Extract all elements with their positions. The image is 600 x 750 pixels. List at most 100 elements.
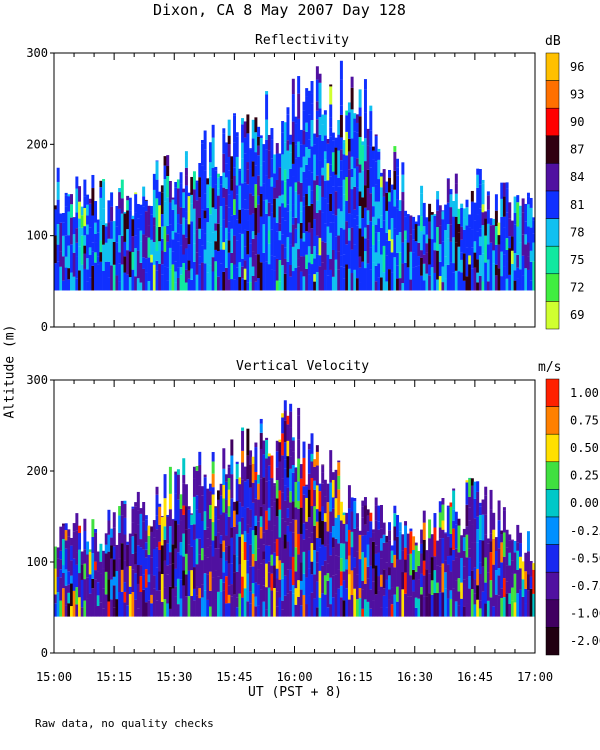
heatmap-cell: [430, 214, 434, 240]
heatmap-cell: [457, 246, 461, 272]
heatmap-cell: [468, 264, 472, 291]
heatmap-cell: [195, 465, 199, 471]
heatmap-cell: [214, 570, 218, 600]
heatmap-cell: [249, 450, 253, 465]
heatmap-cell: [254, 447, 258, 472]
heatmap-cell: [80, 564, 84, 580]
heatmap-cell: [275, 258, 279, 281]
heatmap-cell: [468, 507, 472, 521]
heatmap-cell: [291, 94, 295, 104]
heatmap-cell: [198, 218, 202, 229]
heatmap-cell: [350, 138, 354, 157]
heatmap-cell: [160, 517, 164, 546]
heatmap-cell: [219, 557, 223, 580]
heatmap-cell: [249, 566, 253, 592]
heatmap-cell: [286, 477, 290, 488]
heatmap-cell: [361, 236, 365, 262]
heatmap-cell: [78, 218, 82, 228]
heatmap-cell: [505, 547, 509, 566]
heatmap-cell: [518, 568, 522, 590]
heatmap-cell: [56, 181, 60, 200]
heatmap-cell: [152, 217, 156, 226]
heatmap-cell: [478, 228, 482, 237]
heatmap-cell: [291, 472, 295, 502]
heatmap-cell: [219, 249, 223, 264]
heatmap-cell: [136, 491, 140, 511]
heatmap-cell: [251, 138, 255, 162]
heatmap-cell: [310, 81, 314, 94]
heatmap-cell: [166, 166, 170, 177]
heatmap-cell: [318, 82, 322, 109]
heatmap-cell: [492, 512, 496, 530]
heatmap-cell: [243, 541, 247, 560]
heatmap-cell: [163, 211, 167, 227]
heatmap-cell: [478, 562, 482, 574]
heatmap-cell: [363, 251, 367, 269]
heatmap-cell: [184, 151, 188, 156]
x-tick-label: 15:45: [216, 670, 252, 684]
heatmap-cell: [107, 534, 111, 552]
heatmap-cell: [118, 235, 122, 253]
heatmap-cell: [513, 196, 517, 213]
heatmap-cell: [289, 186, 293, 211]
heatmap-cell: [355, 551, 359, 575]
heatmap-cell: [358, 89, 362, 108]
heatmap-cell: [211, 271, 215, 291]
heatmap-cell: [233, 235, 237, 265]
heatmap-cell: [326, 180, 330, 204]
heatmap-cell: [86, 269, 90, 282]
heatmap-cell: [339, 149, 343, 161]
heatmap-cell: [155, 547, 159, 568]
heatmap-cell: [142, 257, 146, 269]
heatmap-cell: [222, 242, 226, 250]
heatmap-cell: [270, 573, 274, 591]
heatmap-cell: [481, 514, 485, 541]
heatmap-cell: [468, 520, 472, 549]
heatmap-cell: [342, 600, 346, 617]
heatmap-cell: [243, 137, 247, 154]
heatmap-cell: [302, 457, 306, 487]
heatmap-cell: [310, 146, 314, 173]
heatmap-cell: [222, 572, 226, 583]
heatmap-cell: [184, 211, 188, 220]
heatmap-cell: [347, 574, 351, 600]
heatmap-cell: [492, 218, 496, 226]
heatmap-cell: [396, 158, 400, 168]
heatmap-cell: [404, 230, 408, 240]
heatmap-cell: [508, 248, 512, 275]
heatmap-cell: [454, 557, 458, 581]
heatmap-cell: [326, 580, 330, 608]
heatmap-cell: [142, 502, 146, 522]
heatmap-cell: [176, 214, 180, 224]
heatmap-cell: [462, 550, 466, 567]
heatmap-cell: [200, 262, 204, 291]
heatmap-cell: [155, 179, 159, 199]
heatmap-cell: [195, 495, 199, 510]
heatmap-cell: [385, 232, 389, 241]
heatmap-cell: [363, 524, 367, 536]
heatmap-cell: [174, 187, 178, 205]
heatmap-cell: [363, 185, 367, 208]
heatmap-cell: [273, 240, 277, 257]
heatmap-cell: [393, 540, 397, 555]
heatmap-cell: [99, 180, 103, 188]
heatmap-cell: [243, 279, 247, 291]
heatmap-cell: [230, 527, 234, 538]
heatmap-cell: [134, 276, 138, 291]
panel2-unit: m/s: [538, 360, 562, 375]
heatmap-cell: [497, 568, 501, 576]
heatmap-cell: [441, 211, 445, 220]
heatmap-cell: [267, 453, 271, 457]
heatmap-cell: [208, 265, 212, 291]
heatmap-cell: [412, 591, 416, 617]
heatmap-cell: [257, 569, 261, 585]
heatmap-cell: [270, 455, 274, 479]
heatmap-cell: [500, 542, 504, 563]
heatmap-cell: [307, 222, 311, 233]
heatmap-cell: [484, 603, 488, 617]
heatmap-cell: [222, 468, 226, 485]
heatmap-cell: [273, 587, 277, 617]
heatmap-cell: [321, 114, 325, 125]
heatmap-cell: [393, 257, 397, 273]
heatmap-cell: [104, 261, 108, 291]
